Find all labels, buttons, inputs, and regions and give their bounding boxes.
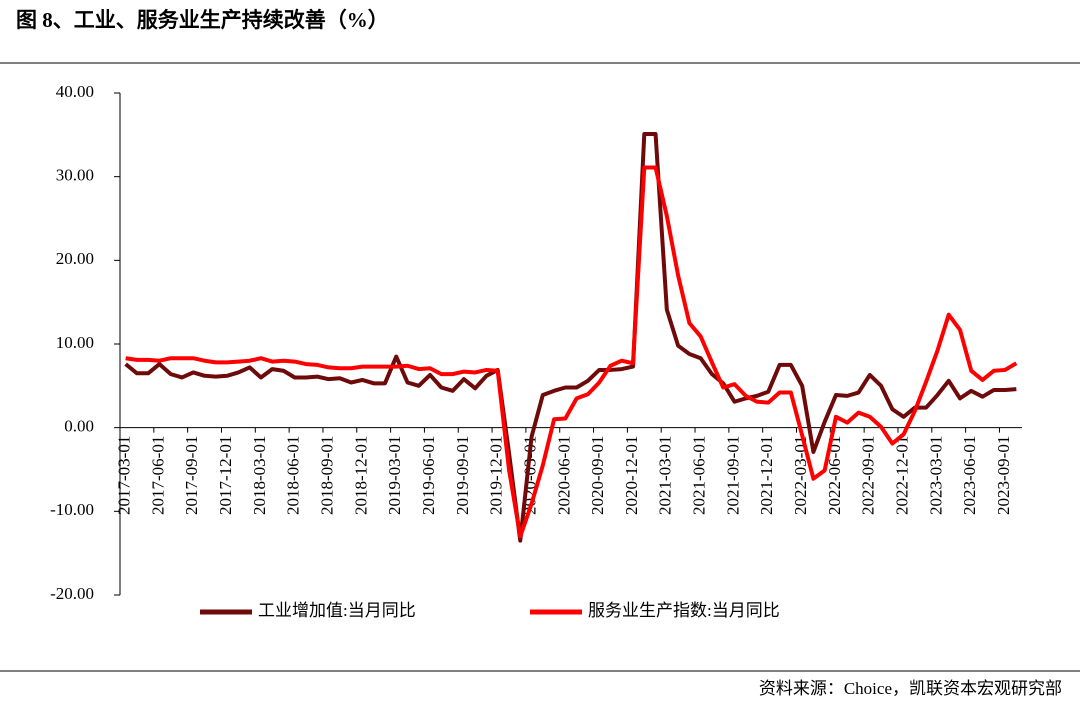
x-tick-label: 2022-12-01 xyxy=(893,436,912,515)
x-tick-label: 2021-03-01 xyxy=(656,436,675,515)
x-tick-label: 2019-06-01 xyxy=(419,436,438,515)
x-tick-label: 2017-12-01 xyxy=(216,436,235,515)
y-tick-label: 40.00 xyxy=(56,82,94,101)
x-tick-label: 2020-06-01 xyxy=(554,436,573,515)
x-tick-label: 2023-03-01 xyxy=(926,436,945,515)
x-tick-label: 2022-03-01 xyxy=(791,436,810,515)
y-tick-label: 30.00 xyxy=(56,166,94,185)
x-tick-label: 2018-03-01 xyxy=(250,436,269,515)
y-tick-label: 0.00 xyxy=(64,417,94,436)
x-tick-label: 2022-09-01 xyxy=(859,436,878,515)
series-line xyxy=(125,165,1018,539)
x-tick-label: 2018-09-01 xyxy=(317,436,336,515)
x-tick-label: 2017-09-01 xyxy=(182,436,201,515)
x-tick-label: 2019-09-01 xyxy=(453,436,472,515)
source-note: 资料来源：Choice，凯联资本宏观研究部 xyxy=(759,679,1062,698)
chart-title: 图 8、工业、服务业生产持续改善（%） xyxy=(16,8,389,32)
y-tick-label: 10.00 xyxy=(56,333,94,352)
x-tick-label: 2020-12-01 xyxy=(622,436,641,515)
x-tick-label: 2018-06-01 xyxy=(284,436,303,515)
y-tick-label: -10.00 xyxy=(50,500,94,519)
x-tick-label: 2023-09-01 xyxy=(994,436,1013,515)
y-tick-label: -20.00 xyxy=(50,584,94,603)
x-tick-label: 2021-06-01 xyxy=(690,436,709,515)
x-tick-label: 2017-03-01 xyxy=(115,436,134,515)
x-tick-label: 2021-09-01 xyxy=(723,436,742,515)
legend-label: 工业增加值:当月同比 xyxy=(258,601,416,620)
x-tick-label: 2019-12-01 xyxy=(487,436,506,515)
y-tick-label: 20.00 xyxy=(56,249,94,268)
series-line xyxy=(124,132,1017,543)
x-tick-label: 2019-03-01 xyxy=(385,436,404,515)
legend-label: 服务业生产指数:当月同比 xyxy=(588,601,780,620)
x-tick-label: 2018-12-01 xyxy=(351,436,370,515)
x-tick-label: 2023-06-01 xyxy=(960,436,979,515)
x-tick-label: 2021-12-01 xyxy=(757,436,776,515)
x-tick-label: 2017-06-01 xyxy=(148,436,167,515)
x-tick-label: 2020-09-01 xyxy=(588,436,607,515)
